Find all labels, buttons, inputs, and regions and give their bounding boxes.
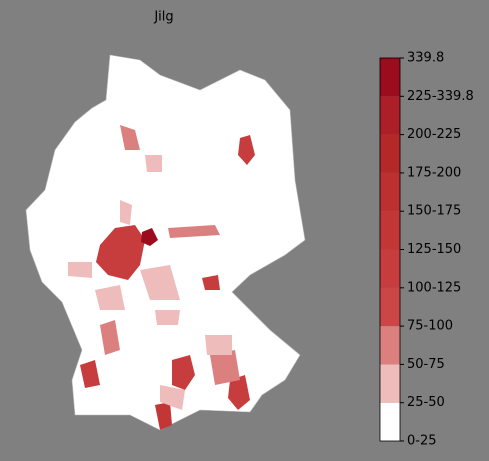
region — [202, 275, 220, 290]
region — [140, 265, 180, 300]
colorbar-label: 150-175 — [407, 204, 461, 219]
colorbar-band — [380, 249, 400, 288]
region — [168, 225, 220, 238]
region — [95, 285, 125, 310]
region — [120, 200, 132, 225]
colorbar-label: 175-200 — [407, 165, 461, 180]
region — [155, 402, 172, 430]
colorbar-band — [380, 326, 400, 365]
region — [155, 310, 180, 325]
colorbar-label: 339.8 — [407, 51, 444, 66]
germany-map — [25, 54, 306, 431]
colorbar-label: 200-225 — [407, 127, 461, 142]
map-title: Jilg — [153, 10, 173, 25]
region — [96, 225, 145, 280]
region — [238, 135, 255, 165]
colorbar-band — [380, 58, 400, 97]
region — [228, 375, 250, 410]
colorbar-band — [380, 211, 400, 250]
colorbar-label: 125-150 — [407, 242, 461, 257]
country-outline — [25, 54, 306, 431]
colorbar-label: 100-125 — [407, 280, 461, 295]
colorbar-band — [380, 364, 400, 403]
region — [145, 155, 162, 172]
region — [100, 320, 120, 355]
region — [68, 262, 92, 278]
colorbar-label: 225-339.8 — [407, 89, 474, 104]
colorbar-band — [380, 96, 400, 135]
region — [172, 355, 195, 390]
region — [120, 125, 140, 150]
colorbar: 0-25 25-50 50-75 75-100 100-125 125-150 150-17… — [379, 51, 474, 449]
region — [205, 335, 232, 355]
colorbar-band — [380, 402, 400, 441]
region — [80, 360, 100, 388]
colorbar-label: 0-25 — [407, 434, 437, 449]
colorbar-band — [380, 287, 400, 327]
region — [141, 228, 158, 246]
colorbar-band — [380, 134, 400, 173]
colorbar-band — [380, 172, 400, 212]
colorbar-label: 50-75 — [407, 357, 445, 372]
colorbar-label: 75-100 — [407, 319, 453, 334]
region — [210, 350, 240, 385]
region — [160, 385, 185, 410]
colorbar-label: 25-50 — [407, 395, 445, 410]
